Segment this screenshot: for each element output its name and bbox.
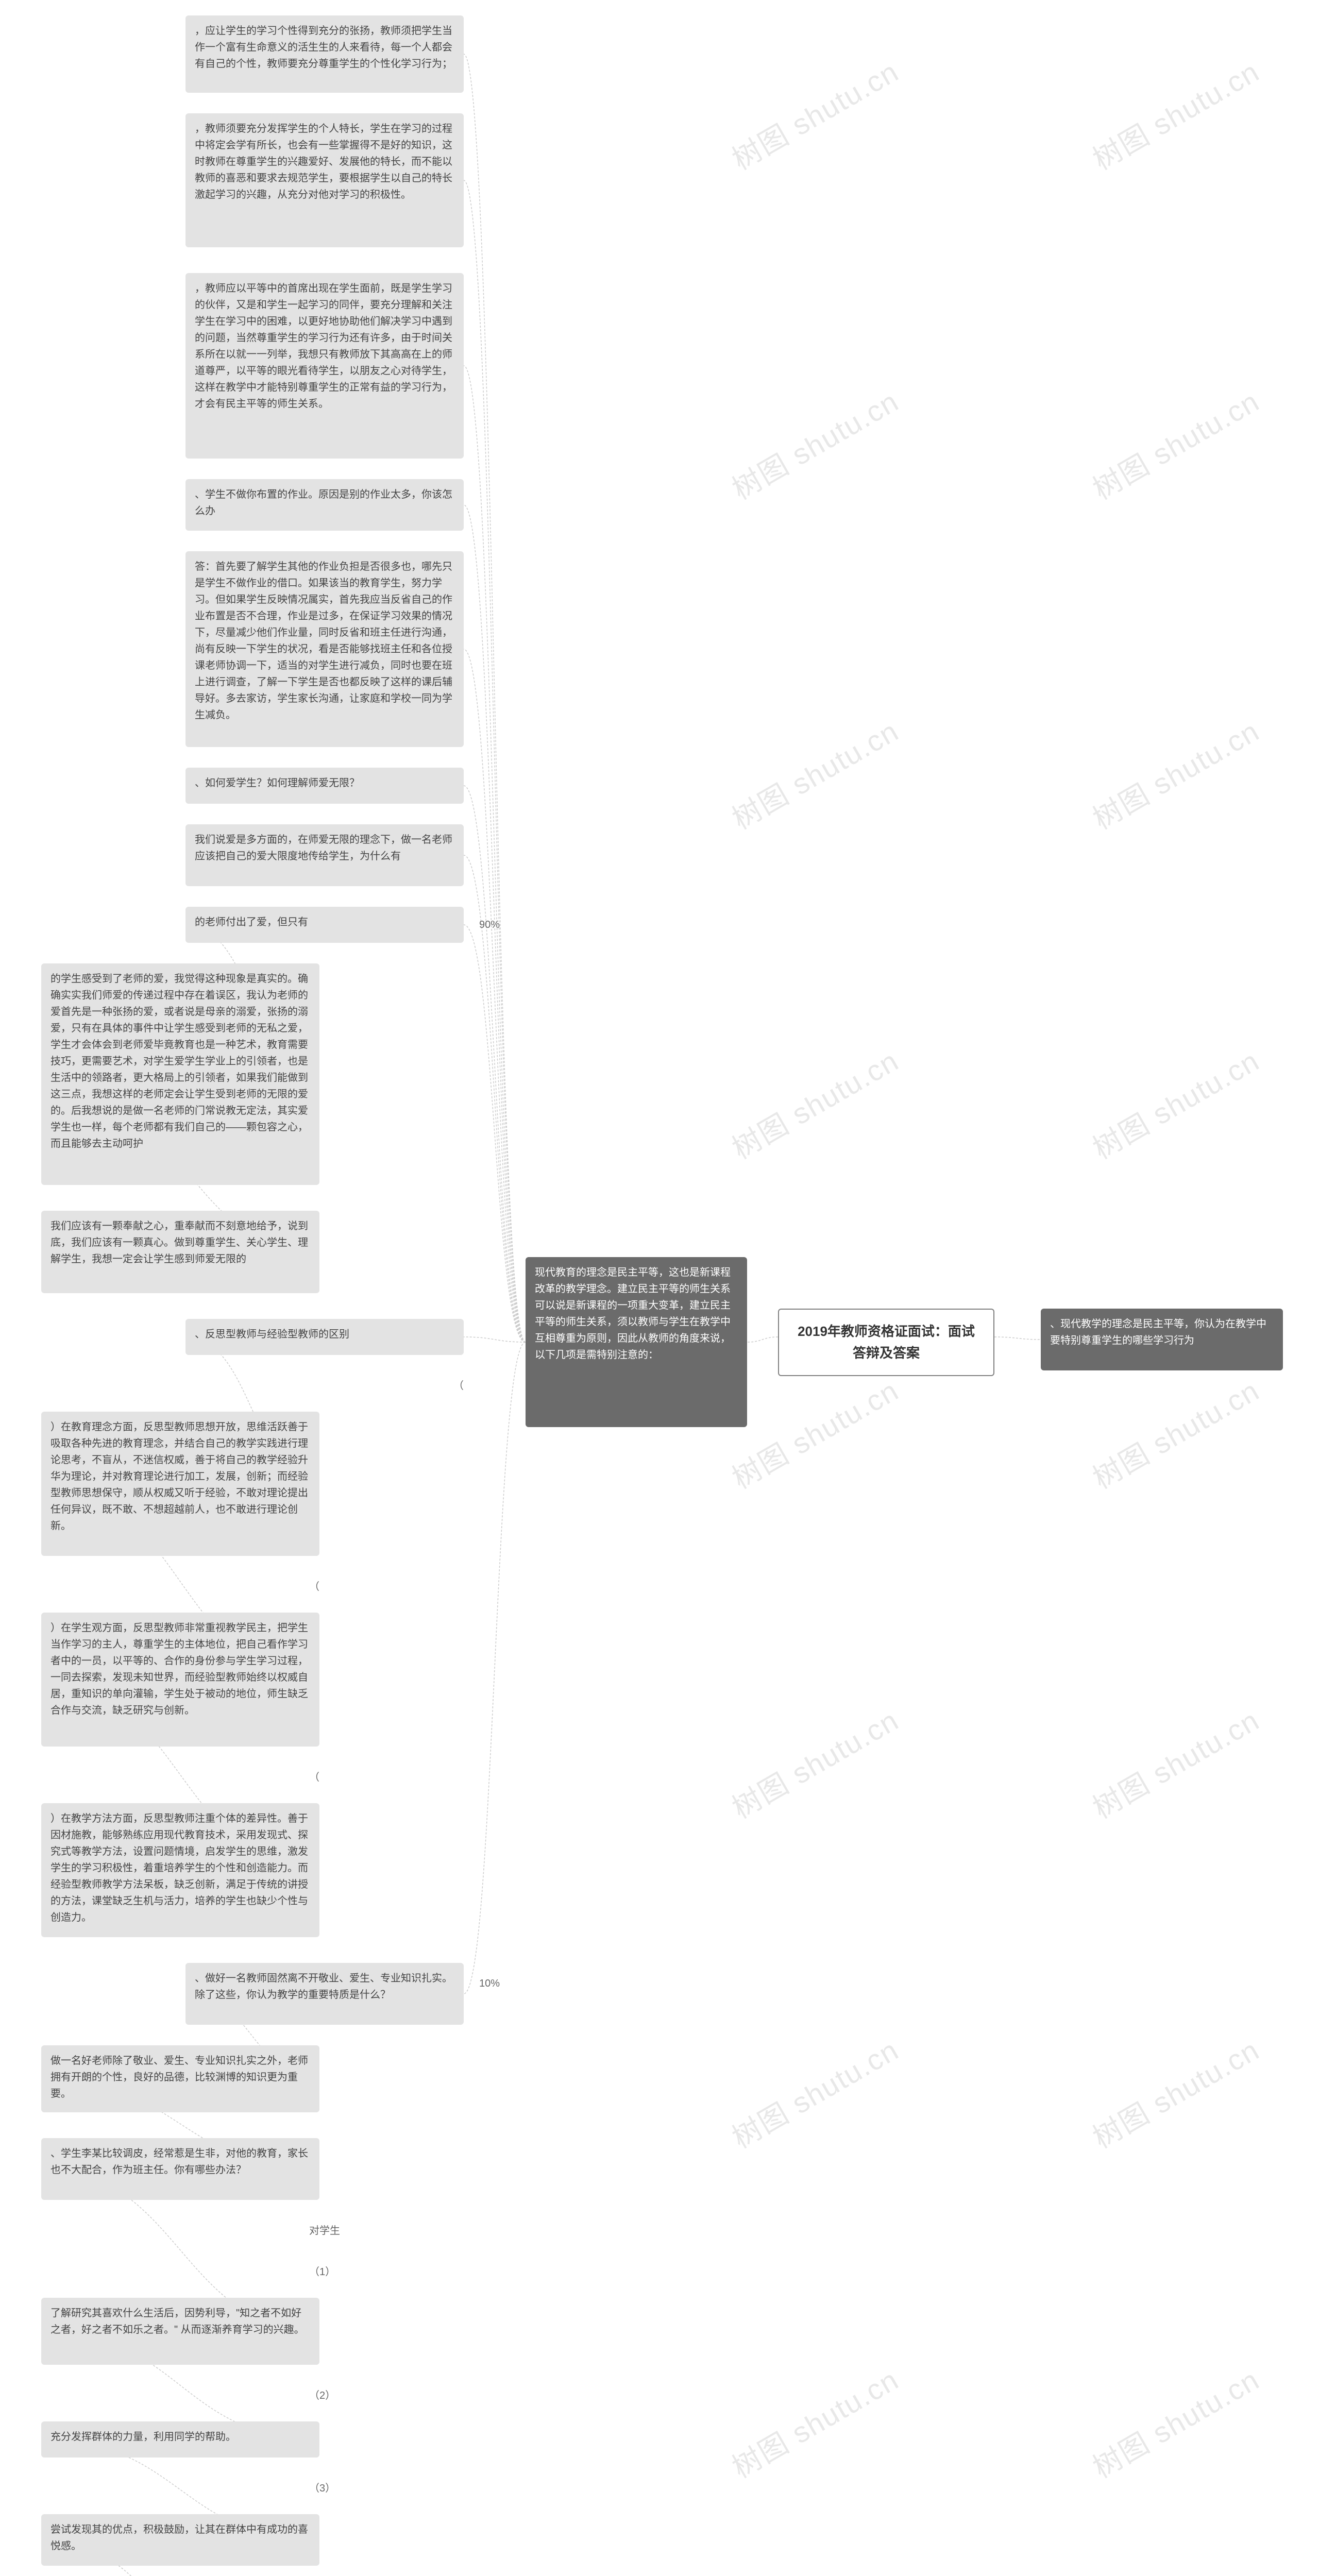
- node-c8b: 90%: [474, 914, 515, 935]
- node-m11: （: [448, 1376, 479, 1396]
- node-c17[interactable]: 、学生李某比较调皮，经常惹是生非，对他的教育，家长也不大配合，作为班主任。你有哪…: [41, 2138, 319, 2200]
- node-c20[interactable]: 尝试发现其的优点，积极鼓励，让其在群体中有成功的喜悦感。: [41, 2514, 319, 2566]
- node-c13[interactable]: ）在学生观方面，反思型教师非常重视教学民主，把学生当作学习的主人，尊重学生的主体…: [41, 1613, 319, 1747]
- node-c2[interactable]: ，教师须要充分发挥学生的个人特长，学生在学习的过程中将定会学有所长，也会有一些掌…: [185, 113, 464, 247]
- node-L1[interactable]: 现代教育的理念是民主平等，这也是新课程改革的教学理念。建立民主平等的师生关系可以…: [526, 1257, 747, 1427]
- node-c10[interactable]: 我们应该有一颗奉献之心，重奉献而不刻意地给予，说到底，我们应该有一颗真心。做到尊…: [41, 1211, 319, 1293]
- node-m12: （: [304, 1577, 335, 1597]
- connector: [464, 925, 526, 1342]
- node-c8[interactable]: 的老师付出了爱，但只有: [185, 907, 464, 943]
- node-c18[interactable]: 了解研究其喜欢什么生活后，因势利导，"知之者不如好之者，好之者不如乐之者。" 从…: [41, 2298, 319, 2365]
- connector: [747, 1337, 778, 1342]
- node-c3[interactable]: ，教师应以平等中的首席出现在学生面前，既是学生学习的伙伴，又是和学生一起学习的同…: [185, 273, 464, 459]
- node-c5[interactable]: 答：首先要了解学生其他的作业负担是否很多也，哪先只是学生不做作业的借口。如果该当…: [185, 551, 464, 747]
- connector: [994, 1337, 1041, 1340]
- node-c6[interactable]: 、如何爱学生？如何理解师爱无限？: [185, 768, 464, 804]
- node-m18: （2）: [304, 2385, 335, 2406]
- connector: [464, 649, 526, 1342]
- node-m13: （: [304, 1767, 335, 1788]
- node-m17a: （1）: [304, 2262, 335, 2282]
- mindmap-canvas: 2019年教师资格证面试：面试答辩及答案、现代教学的理念是民主平等，你认为在教学…: [0, 0, 1319, 2576]
- node-c9[interactable]: 的学生感受到了老师的爱，我觉得这种现象是真实的。确确实实我们师爱的传递过程中存在…: [41, 963, 319, 1185]
- node-c16[interactable]: 做一名好老师除了敬业、爱生、专业知识扎实之外，老师拥有开朗的个性，良好的品德，比…: [41, 2045, 319, 2112]
- node-c15b: 10%: [474, 1973, 515, 1994]
- connector: [464, 366, 526, 1342]
- node-m17: 对学生: [304, 2221, 366, 2241]
- node-c7[interactable]: 我们说爱是多方面的，在师爱无限的理念下，做一名老师应该把自己的爱大限度地传给学生…: [185, 824, 464, 886]
- node-m19: （3）: [304, 2478, 335, 2499]
- connector: [464, 786, 526, 1342]
- node-root[interactable]: 2019年教师资格证面试：面试答辩及答案: [778, 1309, 994, 1376]
- node-r1[interactable]: 、现代教学的理念是民主平等，你认为在教学中要特别尊重学生的哪些学习行为: [1041, 1309, 1283, 1370]
- node-c4[interactable]: 、学生不做你布置的作业。原因是别的作业太多，你该怎么办: [185, 479, 464, 531]
- connector: [464, 1337, 526, 1342]
- node-c12[interactable]: ）在教育理念方面，反思型教师思想开放，思维活跃善于吸取各种先进的教育理念，并结合…: [41, 1412, 319, 1556]
- connector: [464, 54, 526, 1342]
- node-c19[interactable]: 充分发挥群体的力量，利用同学的帮助。: [41, 2421, 319, 2458]
- node-c1[interactable]: ，应让学生的学习个性得到充分的张扬，教师须把学生当作一个富有生命意义的活生生的人…: [185, 15, 464, 93]
- connector: [464, 180, 526, 1342]
- connector: [464, 1342, 526, 1994]
- node-c11[interactable]: 、反思型教师与经验型教师的区别: [185, 1319, 464, 1355]
- node-c15[interactable]: 、做好一名教师固然离不开敬业、爱生、专业知识扎实。除了这些，你认为教学的重要特质…: [185, 1963, 464, 2025]
- node-c14[interactable]: ）在教学方法方面，反思型教师注重个体的差异性。善于因材施教，能够熟练应用现代教育…: [41, 1803, 319, 1937]
